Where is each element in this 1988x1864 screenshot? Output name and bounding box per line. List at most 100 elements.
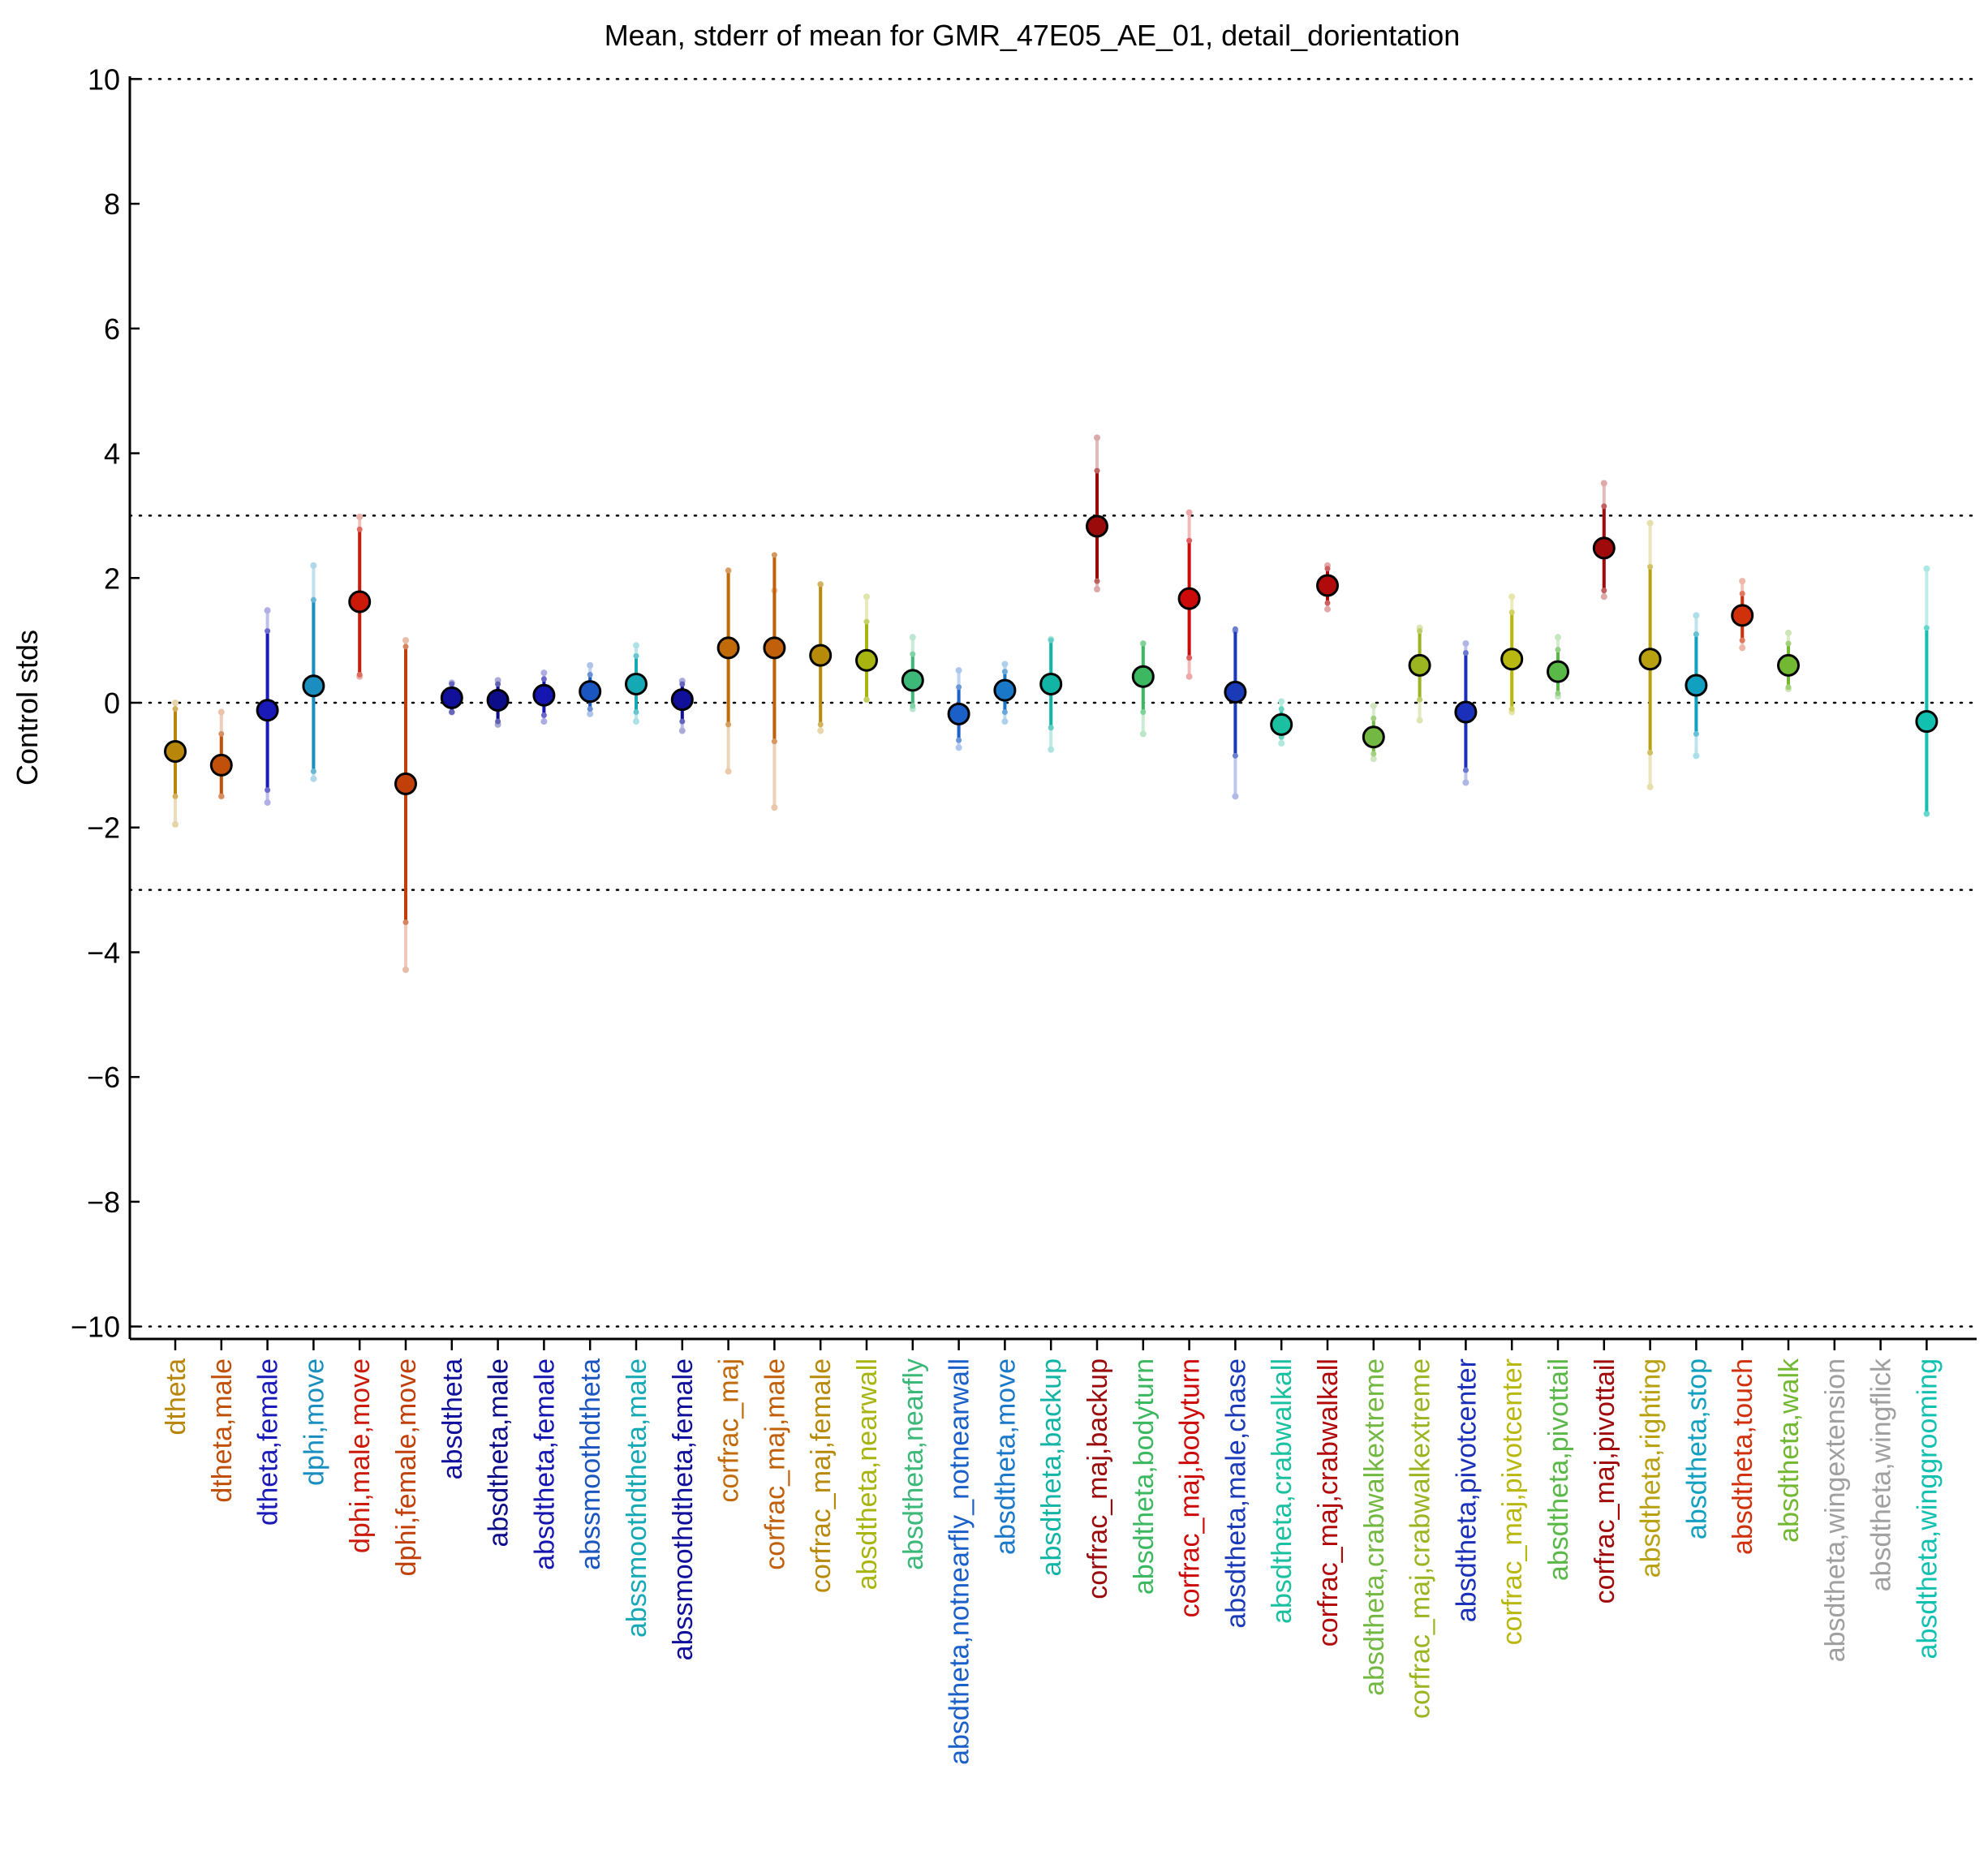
mean-marker — [1177, 587, 1201, 610]
std-cap — [540, 718, 548, 725]
stderr-cap — [633, 652, 639, 659]
x-tick-label: abssmoothdtheta,female — [668, 1358, 699, 1660]
std-cap — [264, 799, 271, 806]
stderr-cap — [1739, 590, 1745, 596]
data-point-group — [164, 700, 187, 828]
stderr-cap — [1324, 600, 1331, 606]
std-cap — [1555, 634, 1561, 641]
stderr-cap — [771, 552, 777, 558]
y-tick-label: −6 — [87, 1061, 120, 1094]
x-tick-label: absdtheta,female — [529, 1358, 560, 1570]
std-cap — [1048, 746, 1055, 753]
stderr-cap — [172, 706, 179, 712]
reference-lines — [128, 78, 1978, 1328]
stderr-cap — [1647, 563, 1654, 570]
std-cap — [1232, 793, 1239, 800]
stderr-cap — [1601, 503, 1607, 510]
mean-marker — [532, 683, 556, 707]
stderr-cap — [265, 628, 271, 635]
stderr-cap — [910, 651, 916, 657]
std-cap — [955, 667, 962, 674]
stderr-cap — [587, 706, 593, 712]
std-cap — [1416, 717, 1423, 724]
x-tick-label: corfrac_maj,pivotcenter — [1497, 1358, 1528, 1645]
std-cap — [1646, 783, 1654, 790]
data-point-group — [1592, 480, 1616, 601]
data-point-group — [1454, 639, 1478, 786]
mean-marker — [440, 686, 463, 709]
y-tick-label: 4 — [104, 437, 120, 471]
mean-marker — [901, 669, 924, 692]
stderr-cap — [218, 793, 225, 799]
stderr-cap — [172, 793, 179, 799]
stderr-cap — [910, 703, 916, 709]
stderr-cap — [1923, 811, 1930, 817]
x-tick-label: corfrac_maj,bodyturn — [1175, 1358, 1206, 1617]
stderr-cap — [402, 919, 409, 926]
stderr-cap — [1048, 637, 1054, 644]
stderr-cap — [1371, 715, 1377, 721]
stderr-cap — [1232, 752, 1238, 759]
data-point-group — [1500, 593, 1524, 716]
data-point-group — [1362, 702, 1385, 763]
mean-marker — [579, 680, 602, 704]
stderr-cap — [1555, 647, 1561, 653]
x-tick-label: absdtheta,touch — [1728, 1358, 1758, 1555]
x-tick-label: absdtheta,wingflick — [1866, 1358, 1897, 1591]
x-tick-label: corfrac_maj,crabwalkall — [1313, 1358, 1344, 1647]
data-point-group — [394, 637, 417, 973]
stderr-cap — [356, 671, 363, 678]
std-cap — [540, 669, 548, 677]
data-point-group — [1915, 565, 1939, 817]
x-tick-label: absdtheta,wingextension — [1820, 1358, 1851, 1662]
data-point-group — [209, 708, 233, 800]
std-cap — [771, 804, 778, 811]
std-cap — [1001, 718, 1009, 725]
stderr-cap — [218, 730, 225, 737]
data-point-group — [1224, 626, 1247, 800]
std-cap — [678, 727, 686, 734]
x-tick-label: absdtheta,winggrooming — [1912, 1358, 1943, 1659]
mean-marker — [670, 688, 694, 712]
data-point-group — [1177, 509, 1201, 680]
x-tick-label: absdtheta,notnearfly_notnearwall — [945, 1358, 975, 1765]
y-tick-label: −4 — [87, 936, 120, 969]
std-cap — [1370, 702, 1377, 709]
stderr-cap — [1785, 640, 1792, 647]
std-cap — [172, 820, 179, 828]
stderr-cap — [449, 681, 455, 687]
y-tick-label: −2 — [87, 811, 120, 845]
std-cap — [909, 634, 916, 641]
x-tick-label: dtheta — [161, 1358, 191, 1436]
stderr-cap — [863, 696, 870, 703]
y-tick-label: 6 — [104, 312, 120, 346]
stderr-cap — [356, 526, 363, 532]
mean-marker — [1500, 648, 1524, 671]
mean-marker — [993, 678, 1017, 702]
stderr-cap — [1371, 751, 1377, 757]
mean-marker — [302, 674, 325, 698]
data-point-group — [670, 678, 694, 734]
stderr-cap — [1094, 578, 1100, 584]
std-cap — [1739, 578, 1746, 585]
std-cap — [633, 718, 639, 725]
x-tick-label: absdtheta,male — [484, 1358, 514, 1548]
stderr-cap — [1140, 640, 1147, 647]
x-tick-label: dphi,move — [299, 1358, 329, 1486]
x-tick-label: absdtheta,crabwalkextreme — [1359, 1358, 1390, 1696]
stderr-cap — [1462, 650, 1469, 656]
mean-marker — [1362, 725, 1385, 749]
stderr-cap — [817, 581, 824, 588]
std-cap — [1739, 644, 1746, 652]
std-cap — [264, 607, 271, 614]
x-tick-label: absdtheta,bodyturn — [1129, 1358, 1160, 1595]
y-tick-label: 0 — [104, 687, 120, 720]
mean-marker — [1039, 672, 1063, 695]
stderr-cap — [1462, 767, 1469, 773]
std-cap — [1324, 605, 1331, 613]
std-cap — [1139, 730, 1147, 738]
data-point-group — [1086, 434, 1108, 593]
x-tick-label: absdtheta,backup — [1036, 1358, 1067, 1576]
std-cap — [356, 513, 364, 520]
